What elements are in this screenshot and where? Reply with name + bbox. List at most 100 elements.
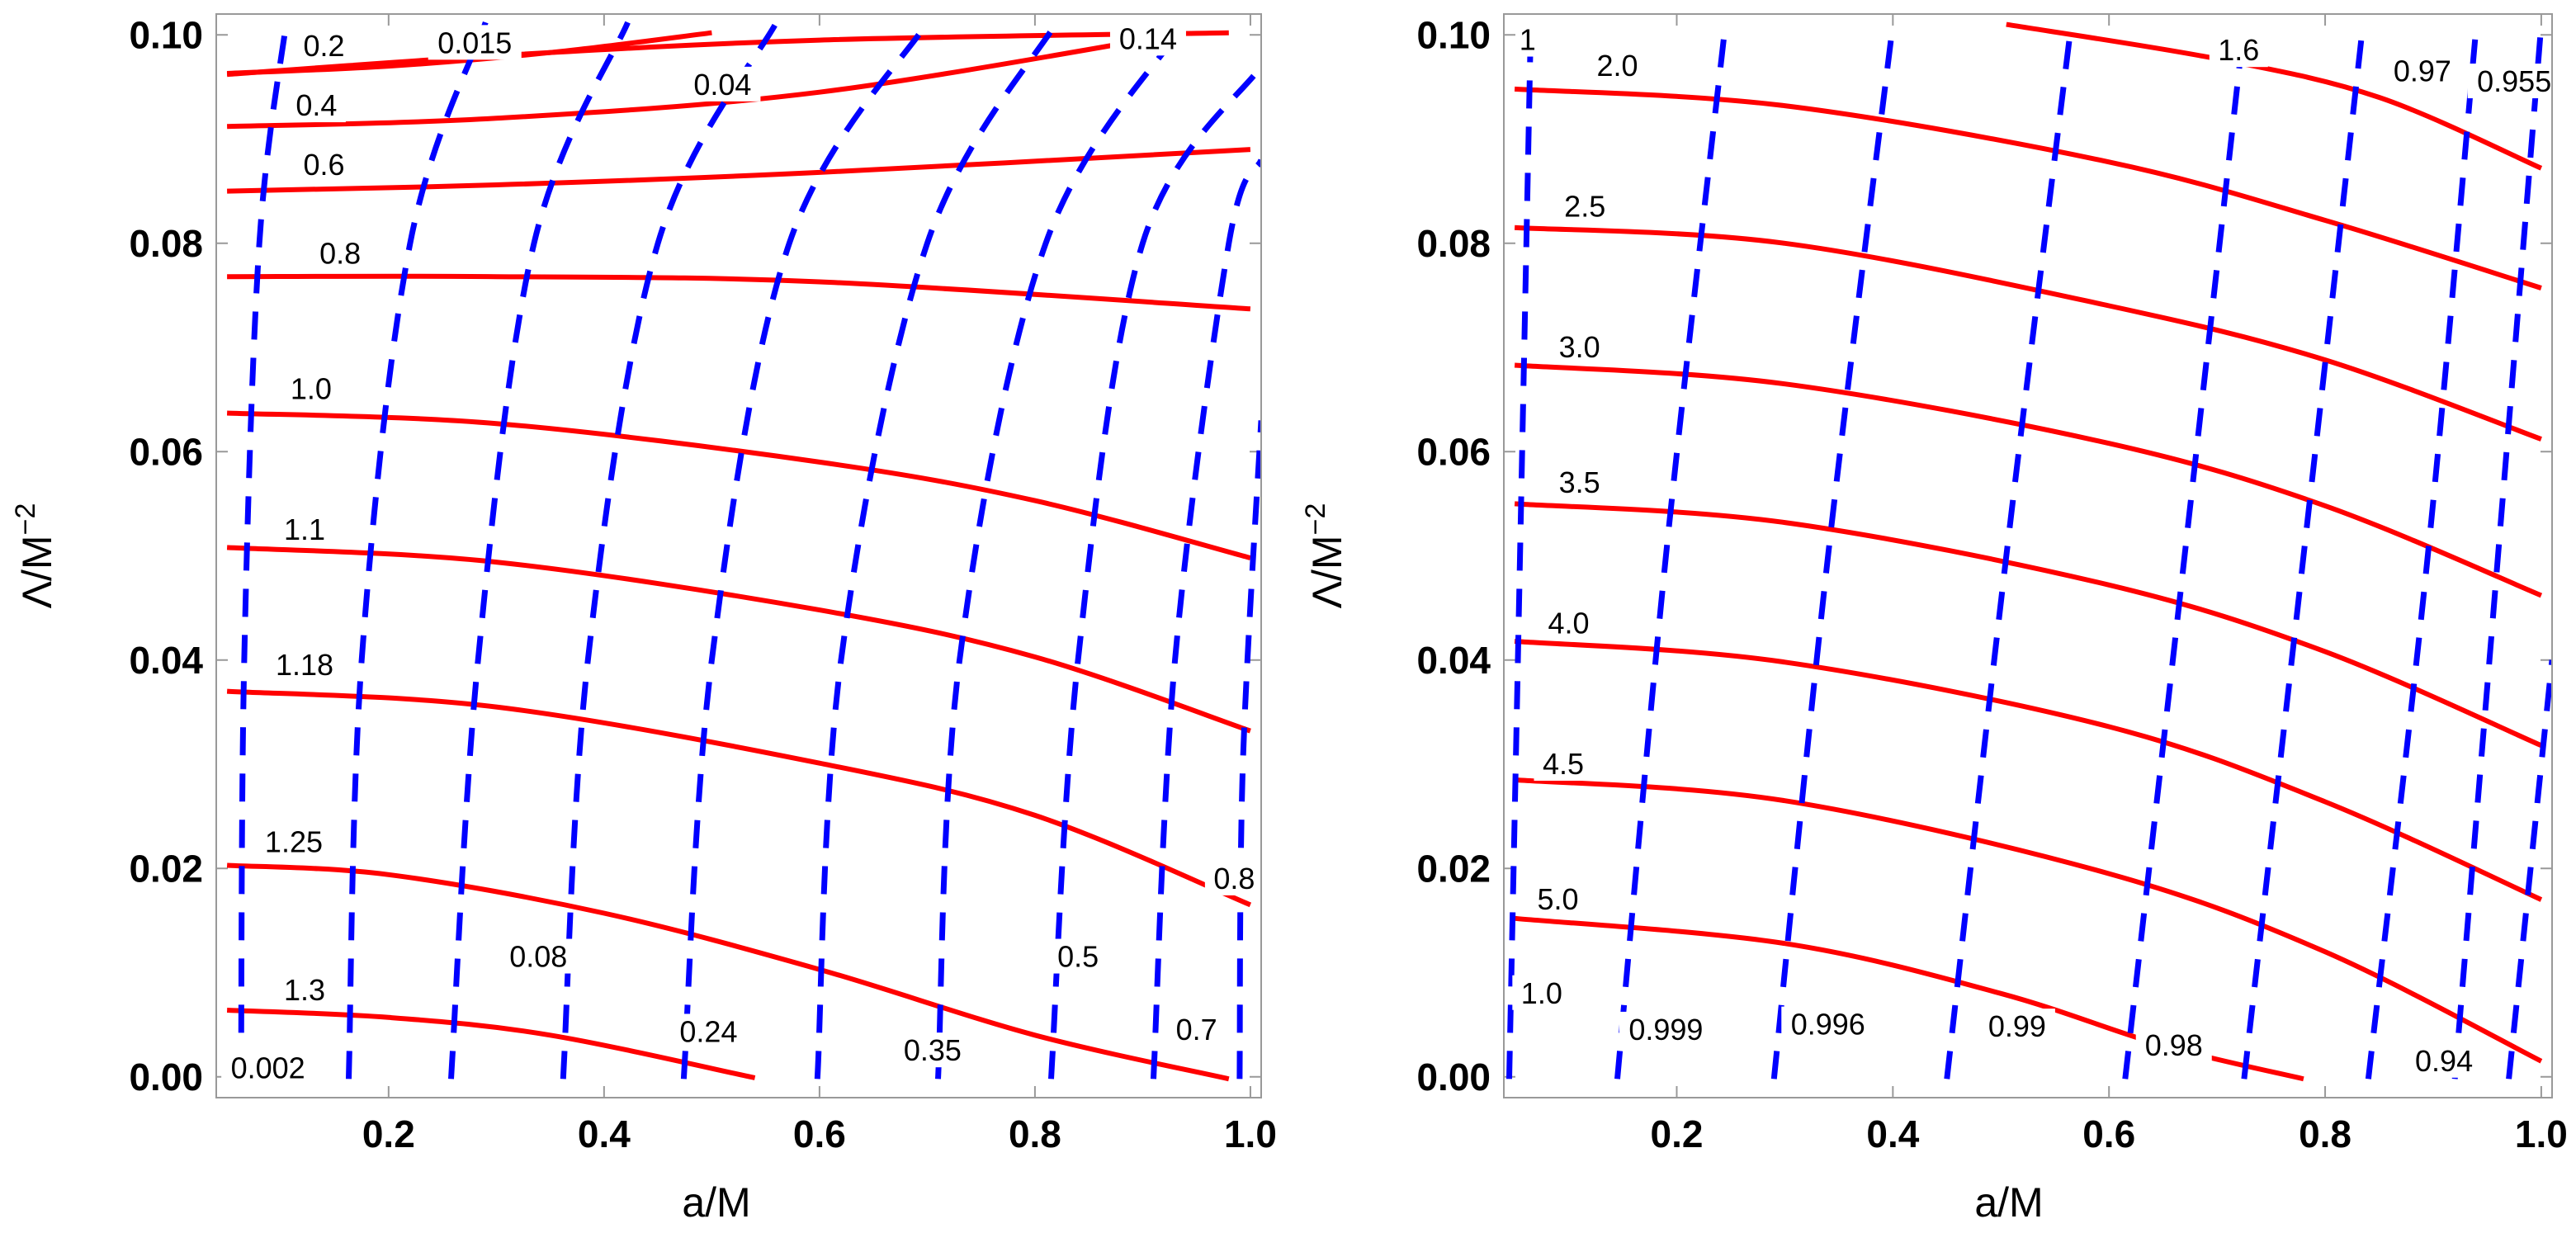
solid-contour-line: [226, 1008, 756, 1080]
contour-label-bg: [275, 511, 334, 546]
contour-label: 5.0: [1537, 882, 1578, 916]
contour-label: 0.94: [2415, 1044, 2473, 1078]
contour-label-bg: [1978, 1009, 2055, 1044]
y-tick-label: 0.10: [129, 13, 203, 56]
dashed-contour-line: [1506, 24, 1534, 1079]
contour-label-bg: [1550, 329, 1609, 364]
contour-label: 0.14: [1119, 21, 1177, 55]
contour-labels: 1 1.6 0.97 0.955 2.0 2.5 3.0 3.5 4.0 4.5 5.0 1.0 0.9…: [1512, 21, 2561, 1078]
contour-label: 0.7: [1176, 1013, 1217, 1046]
contour-label-bg: [255, 824, 332, 859]
y-tick-label: 0.10: [1416, 13, 1491, 56]
x-axis-title: a/M: [682, 1179, 750, 1226]
solid-contour-line: [1514, 777, 2543, 1064]
solid-contour-line: [226, 410, 1251, 560]
right-panel: 0.2 0.4 0.6 0.8 1.0 0.00 0.02 0.04 0.06 0.08 0.10 1…: [1300, 13, 2568, 1226]
dashed-contour-line: [1614, 24, 1728, 1079]
y-tick-label: 0.08: [129, 222, 203, 265]
contour-label: 1.0: [1521, 976, 1562, 1010]
x-tick-label: 1.0: [2515, 1113, 2568, 1155]
contour-label-bg: [1781, 1006, 1875, 1042]
contour-label: 0.015: [437, 26, 512, 59]
contour-label-bg: [1167, 1011, 1227, 1046]
contour-label: 3.0: [1559, 330, 1600, 364]
dashed-contour-line: [2506, 659, 2552, 1079]
contour-label-bg: [1109, 21, 1186, 56]
contour-label-bg: [1204, 860, 1264, 895]
contour-label-bg: [670, 1013, 747, 1049]
contour-label-bg: [281, 371, 341, 406]
contour-label: 2.0: [1596, 49, 1638, 83]
contour-label: 0.35: [904, 1033, 962, 1067]
dashed-contour-line: [1151, 158, 1261, 1079]
contour-label: 0.8: [319, 236, 361, 270]
x-tick-label: 0.6: [793, 1113, 846, 1155]
contour-label-bg: [428, 25, 522, 60]
contour-label-bg: [500, 938, 577, 974]
contour-label-bg: [894, 1032, 971, 1068]
contour-label-bg: [2406, 1042, 2483, 1078]
dashed-contour-line: [2241, 24, 2366, 1079]
contour-label-bg: [1539, 605, 1599, 640]
contour-label-bg: [1512, 975, 1572, 1010]
dashed-contour-line: [2122, 24, 2248, 1079]
contour-label: 0.04: [693, 68, 751, 102]
contour-label: 1.25: [265, 825, 323, 859]
y-tick-label: 0.00: [129, 1056, 203, 1098]
contour-label-bg: [295, 147, 354, 182]
dashed-contour-line: [1944, 24, 2074, 1079]
contour-label: 0.6: [303, 148, 344, 182]
contour-label: 0.996: [1791, 1008, 1865, 1042]
x-tick-label: 0.2: [1651, 1113, 1704, 1155]
plot-frame: [1503, 13, 2553, 1098]
contour-label: 0.8: [1213, 862, 1255, 895]
y-tick-label: 0.04: [1416, 639, 1491, 682]
ticks: 0.2 0.4 0.6 0.8 1.0 0.00 0.02 0.04 0.06 0.08 0.10: [1416, 13, 2567, 1155]
solid-contours: [226, 30, 1252, 1082]
dashed-contour-line: [935, 21, 1189, 1079]
contour-lines: [226, 21, 1261, 1082]
solid-contour-line: [226, 862, 1230, 1082]
contour-label-bg: [1550, 465, 1609, 500]
dashed-contour-line: [1048, 64, 1261, 1079]
contour-label: 0.24: [679, 1014, 737, 1048]
contour-label: 0.99: [1988, 1009, 2046, 1043]
solid-contour-line: [226, 30, 1229, 78]
contour-label: 1.18: [276, 648, 333, 682]
contour-label: 0.98: [2145, 1028, 2203, 1062]
contour-label: 0.5: [1057, 940, 1099, 974]
contour-label-bg: [2209, 32, 2268, 68]
dashed-contour-line: [1770, 24, 1896, 1079]
dashed-contours: [1506, 24, 2552, 1079]
solid-contour-line: [226, 688, 1252, 908]
y-tick-label: 0.06: [1416, 430, 1491, 473]
contour-label-bg: [684, 66, 761, 102]
dashed-contours: [238, 21, 1261, 1079]
plot-frame: [215, 13, 1262, 1098]
contour-label-bg: [1048, 938, 1108, 974]
contour-label-bg: [2384, 53, 2460, 88]
dashed-contour-line: [2365, 24, 2479, 1079]
x-tick-label: 0.4: [578, 1113, 631, 1155]
contour-label-bg: [1515, 21, 1540, 57]
contour-label: 0.4: [295, 88, 337, 122]
x-tick-label: 1.0: [1224, 1113, 1277, 1155]
x-tick-label: 0.4: [1866, 1113, 1919, 1155]
contour-label: 2.5: [1564, 190, 1605, 224]
contour-label-bg: [1528, 881, 1587, 917]
contour-label: 0.955: [2477, 64, 2551, 98]
left-panel: 0.2 0.4 0.6 0.8 1.00.000.020.040.060.080.10 0…: [10, 13, 1277, 1226]
dashed-contour-line: [2451, 24, 2545, 1079]
contour-labels: 0.2 0.015 0.14 0.04 0.4 0.6 0.8 1.0 1.1 1.18 1.25 1…: [221, 21, 1264, 1085]
contour-label-bg: [267, 647, 343, 683]
contour-label: 1.6: [2218, 33, 2259, 67]
y-tick-label: 0.06: [129, 430, 203, 473]
y-axis-title: Λ/M−2: [10, 503, 60, 609]
contour-label-bg: [310, 235, 370, 271]
contour-label-bg: [221, 1050, 315, 1085]
contour-label-bg: [2467, 64, 2561, 99]
x-tick-label: 0.6: [2082, 1113, 2135, 1155]
y-tick-label: 0.04: [129, 639, 203, 682]
contour-label: 0.002: [231, 1051, 305, 1085]
solid-contour-line: [2006, 21, 2543, 171]
